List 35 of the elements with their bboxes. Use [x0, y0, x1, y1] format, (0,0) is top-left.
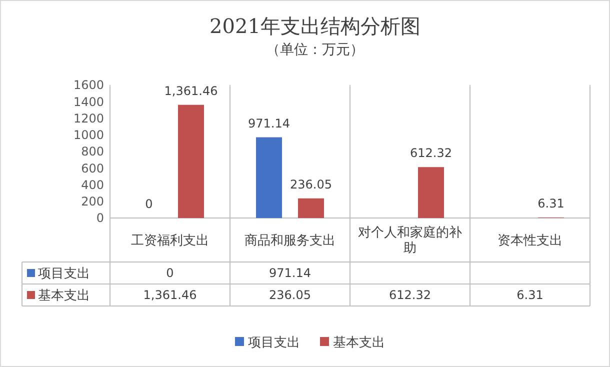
- text: 612.32: [410, 146, 452, 160]
- y-tick-label: 1000: [73, 128, 104, 142]
- data-label: 971.14: [269, 266, 311, 280]
- x-tick-label: 对个人和家庭的补助: [358, 224, 462, 256]
- y-tick-label: 0: [96, 211, 104, 226]
- data-label: 1,361.46: [143, 288, 197, 302]
- x-tick-label: 工资福利支出: [131, 234, 209, 249]
- text: 1,361.46: [164, 84, 218, 98]
- text: 项目支出: [38, 266, 90, 282]
- text: 6.31: [538, 196, 564, 210]
- x-tick-label: 资本性支出: [498, 234, 562, 249]
- text: 基本支出: [333, 336, 385, 351]
- x-tick-label: 商品和服务支出: [244, 234, 336, 249]
- data-label: 6.31: [516, 288, 544, 302]
- data-label: 612.32: [389, 288, 431, 302]
- bar: [256, 137, 282, 218]
- y-tick-label: 800: [81, 144, 104, 159]
- y-tick-label: 1400: [73, 94, 104, 109]
- legend-label: 项目支出: [248, 336, 300, 351]
- chart-subtitle: （单位：万元）: [266, 42, 364, 58]
- text: 0: [145, 197, 153, 211]
- bar: [418, 167, 444, 218]
- data-label: 0: [166, 266, 174, 280]
- bar: [298, 198, 324, 218]
- y-tick-label: 1600: [73, 78, 104, 92]
- chart-title: 2021年支出结构分析图: [210, 14, 420, 38]
- y-tick-label: 200: [81, 194, 104, 209]
- data-label: 236.05: [269, 288, 311, 302]
- text: 236.05: [290, 177, 332, 192]
- y-tick-label: 400: [81, 178, 104, 192]
- text: 971.14: [248, 116, 290, 130]
- bar: [178, 104, 204, 218]
- legend-label: 基本支出: [38, 288, 90, 304]
- y-tick-label: 1200: [73, 111, 104, 126]
- y-tick-label: 600: [81, 161, 104, 176]
